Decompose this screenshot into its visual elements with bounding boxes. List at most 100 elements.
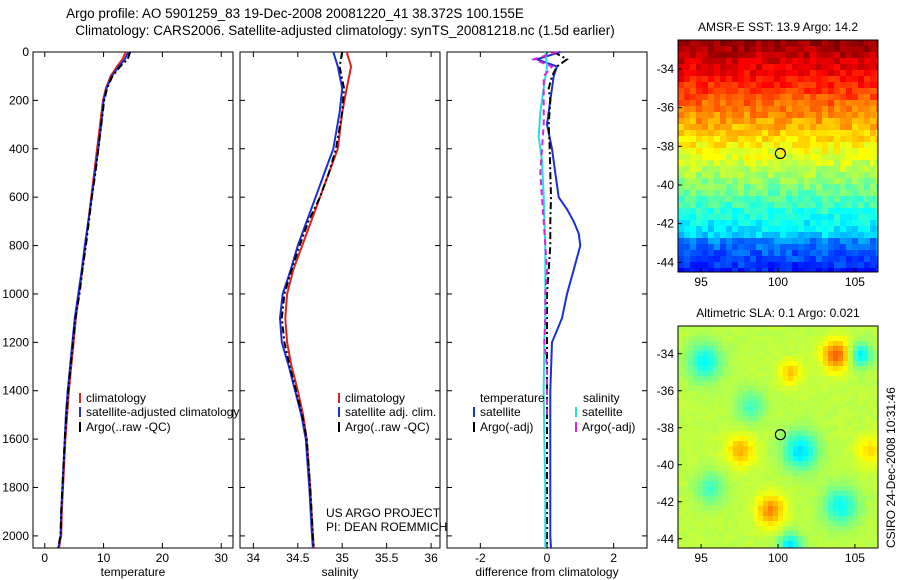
sst-map-cell — [804, 148, 810, 154]
sst-map-cell — [738, 208, 744, 214]
sla-map-cell — [868, 516, 873, 521]
sla-map-cell — [843, 421, 848, 426]
sst-map-cell — [714, 130, 720, 136]
sst-map-cell — [762, 178, 768, 184]
sst-map-cell — [852, 76, 858, 82]
sst-map-cell — [678, 262, 684, 268]
sst-map-cell — [756, 196, 762, 202]
sla-map-cell — [688, 511, 693, 516]
sla-map-cell — [838, 346, 843, 351]
sla-map-cell — [783, 351, 788, 356]
sla-map-cell — [758, 361, 763, 366]
sla-map-cell — [703, 541, 708, 546]
sla-map-cell — [733, 331, 738, 336]
sla-map-cell — [688, 451, 693, 456]
sla-map-cell — [733, 396, 738, 401]
sst-map-cell — [792, 166, 798, 172]
sla-map-cell — [718, 401, 723, 406]
sst-map-cell — [774, 268, 780, 272]
sst-map-cell — [798, 214, 804, 220]
sla-map-cell — [818, 516, 823, 521]
sla-map-cell — [788, 496, 793, 501]
sst-map-cell — [774, 40, 780, 46]
sst-map-cell — [756, 190, 762, 196]
sst-map-cell — [762, 226, 768, 232]
sla-map-cell — [743, 441, 748, 446]
sst-map-cell — [804, 118, 810, 124]
sla-map-cell — [723, 466, 728, 471]
sst-map-cell — [702, 268, 708, 272]
sst-map-cell — [786, 214, 792, 220]
sst-map-cell — [810, 184, 816, 190]
sst-map-cell — [822, 262, 828, 268]
sla-map-cell — [738, 436, 743, 441]
sla-map-cell — [818, 496, 823, 501]
sst-map-cell — [690, 220, 696, 226]
sla-map-cell — [753, 466, 758, 471]
sla-map-cell — [698, 451, 703, 456]
sst-map-cell — [864, 190, 870, 196]
sst-map-cell — [714, 268, 720, 272]
sst-map-cell — [762, 82, 768, 88]
sla-map-cell — [793, 396, 798, 401]
sla-map-cell — [863, 371, 868, 376]
sla-map-cell — [838, 471, 843, 476]
sla-map-cell — [803, 371, 808, 376]
sla-map-cell — [828, 351, 833, 356]
sst-map-cell — [756, 112, 762, 118]
sst-map-cell — [876, 124, 878, 130]
sla-map-cell — [848, 376, 853, 381]
sst-map-cell — [768, 40, 774, 46]
sst-map-cell — [738, 160, 744, 166]
sst-map-title: AMSR-E SST: 13.9 Argo: 14.2 — [698, 20, 858, 34]
sla-map-cell — [848, 391, 853, 396]
sla-map-cell — [788, 381, 793, 386]
sst-map-cell — [768, 226, 774, 232]
sst-map-cell — [720, 190, 726, 196]
sst-map-cell — [834, 64, 840, 70]
sla-map-cell — [778, 361, 783, 366]
sst-map-cell — [810, 76, 816, 82]
sst-map-cell — [816, 262, 822, 268]
sst-map-cell — [762, 70, 768, 76]
sla-map-cell — [728, 336, 733, 341]
sst-map-cell — [756, 94, 762, 100]
sst-map-cell — [690, 160, 696, 166]
sla-map-cell — [858, 421, 863, 426]
sla-map-cell — [838, 541, 843, 546]
sla-map-cell — [758, 446, 763, 451]
sla-map-cell — [868, 326, 873, 331]
sla-map-cell — [773, 346, 778, 351]
sla-map-cell — [708, 371, 713, 376]
sst-map-cell — [828, 148, 834, 154]
sla-map-cell — [838, 446, 843, 451]
sla-map-cell — [868, 536, 873, 541]
sla-map-cell — [828, 506, 833, 511]
sst-map-cell — [834, 88, 840, 94]
sst-map-cell — [864, 244, 870, 250]
sla-map-cell — [678, 361, 683, 366]
sla-map-cell — [788, 501, 793, 506]
sla-map-cell — [713, 546, 718, 548]
sst-map-cell — [726, 118, 732, 124]
sst-map-cell — [684, 172, 690, 178]
sla-map-cell — [768, 446, 773, 451]
sla-map-cell — [873, 516, 878, 521]
sla-map-cell — [793, 511, 798, 516]
sst-map-cell — [870, 118, 876, 124]
sla-map-cell — [693, 426, 698, 431]
sst-map-cell — [774, 118, 780, 124]
sla-map-xtick-label: 105 — [845, 551, 865, 565]
sst-map-cell — [810, 244, 816, 250]
sla-map-cell — [693, 386, 698, 391]
sla-map-cell — [733, 326, 738, 331]
sla-map-cell — [743, 416, 748, 421]
sla-map-cell — [858, 546, 863, 548]
sla-map-cell — [723, 396, 728, 401]
sst-map-cell — [678, 136, 684, 142]
sla-map-cell — [758, 416, 763, 421]
sst-map-cell — [750, 88, 756, 94]
sst-map-cell — [864, 226, 870, 232]
sla-map-cell — [773, 326, 778, 331]
sla-map-cell — [783, 341, 788, 346]
